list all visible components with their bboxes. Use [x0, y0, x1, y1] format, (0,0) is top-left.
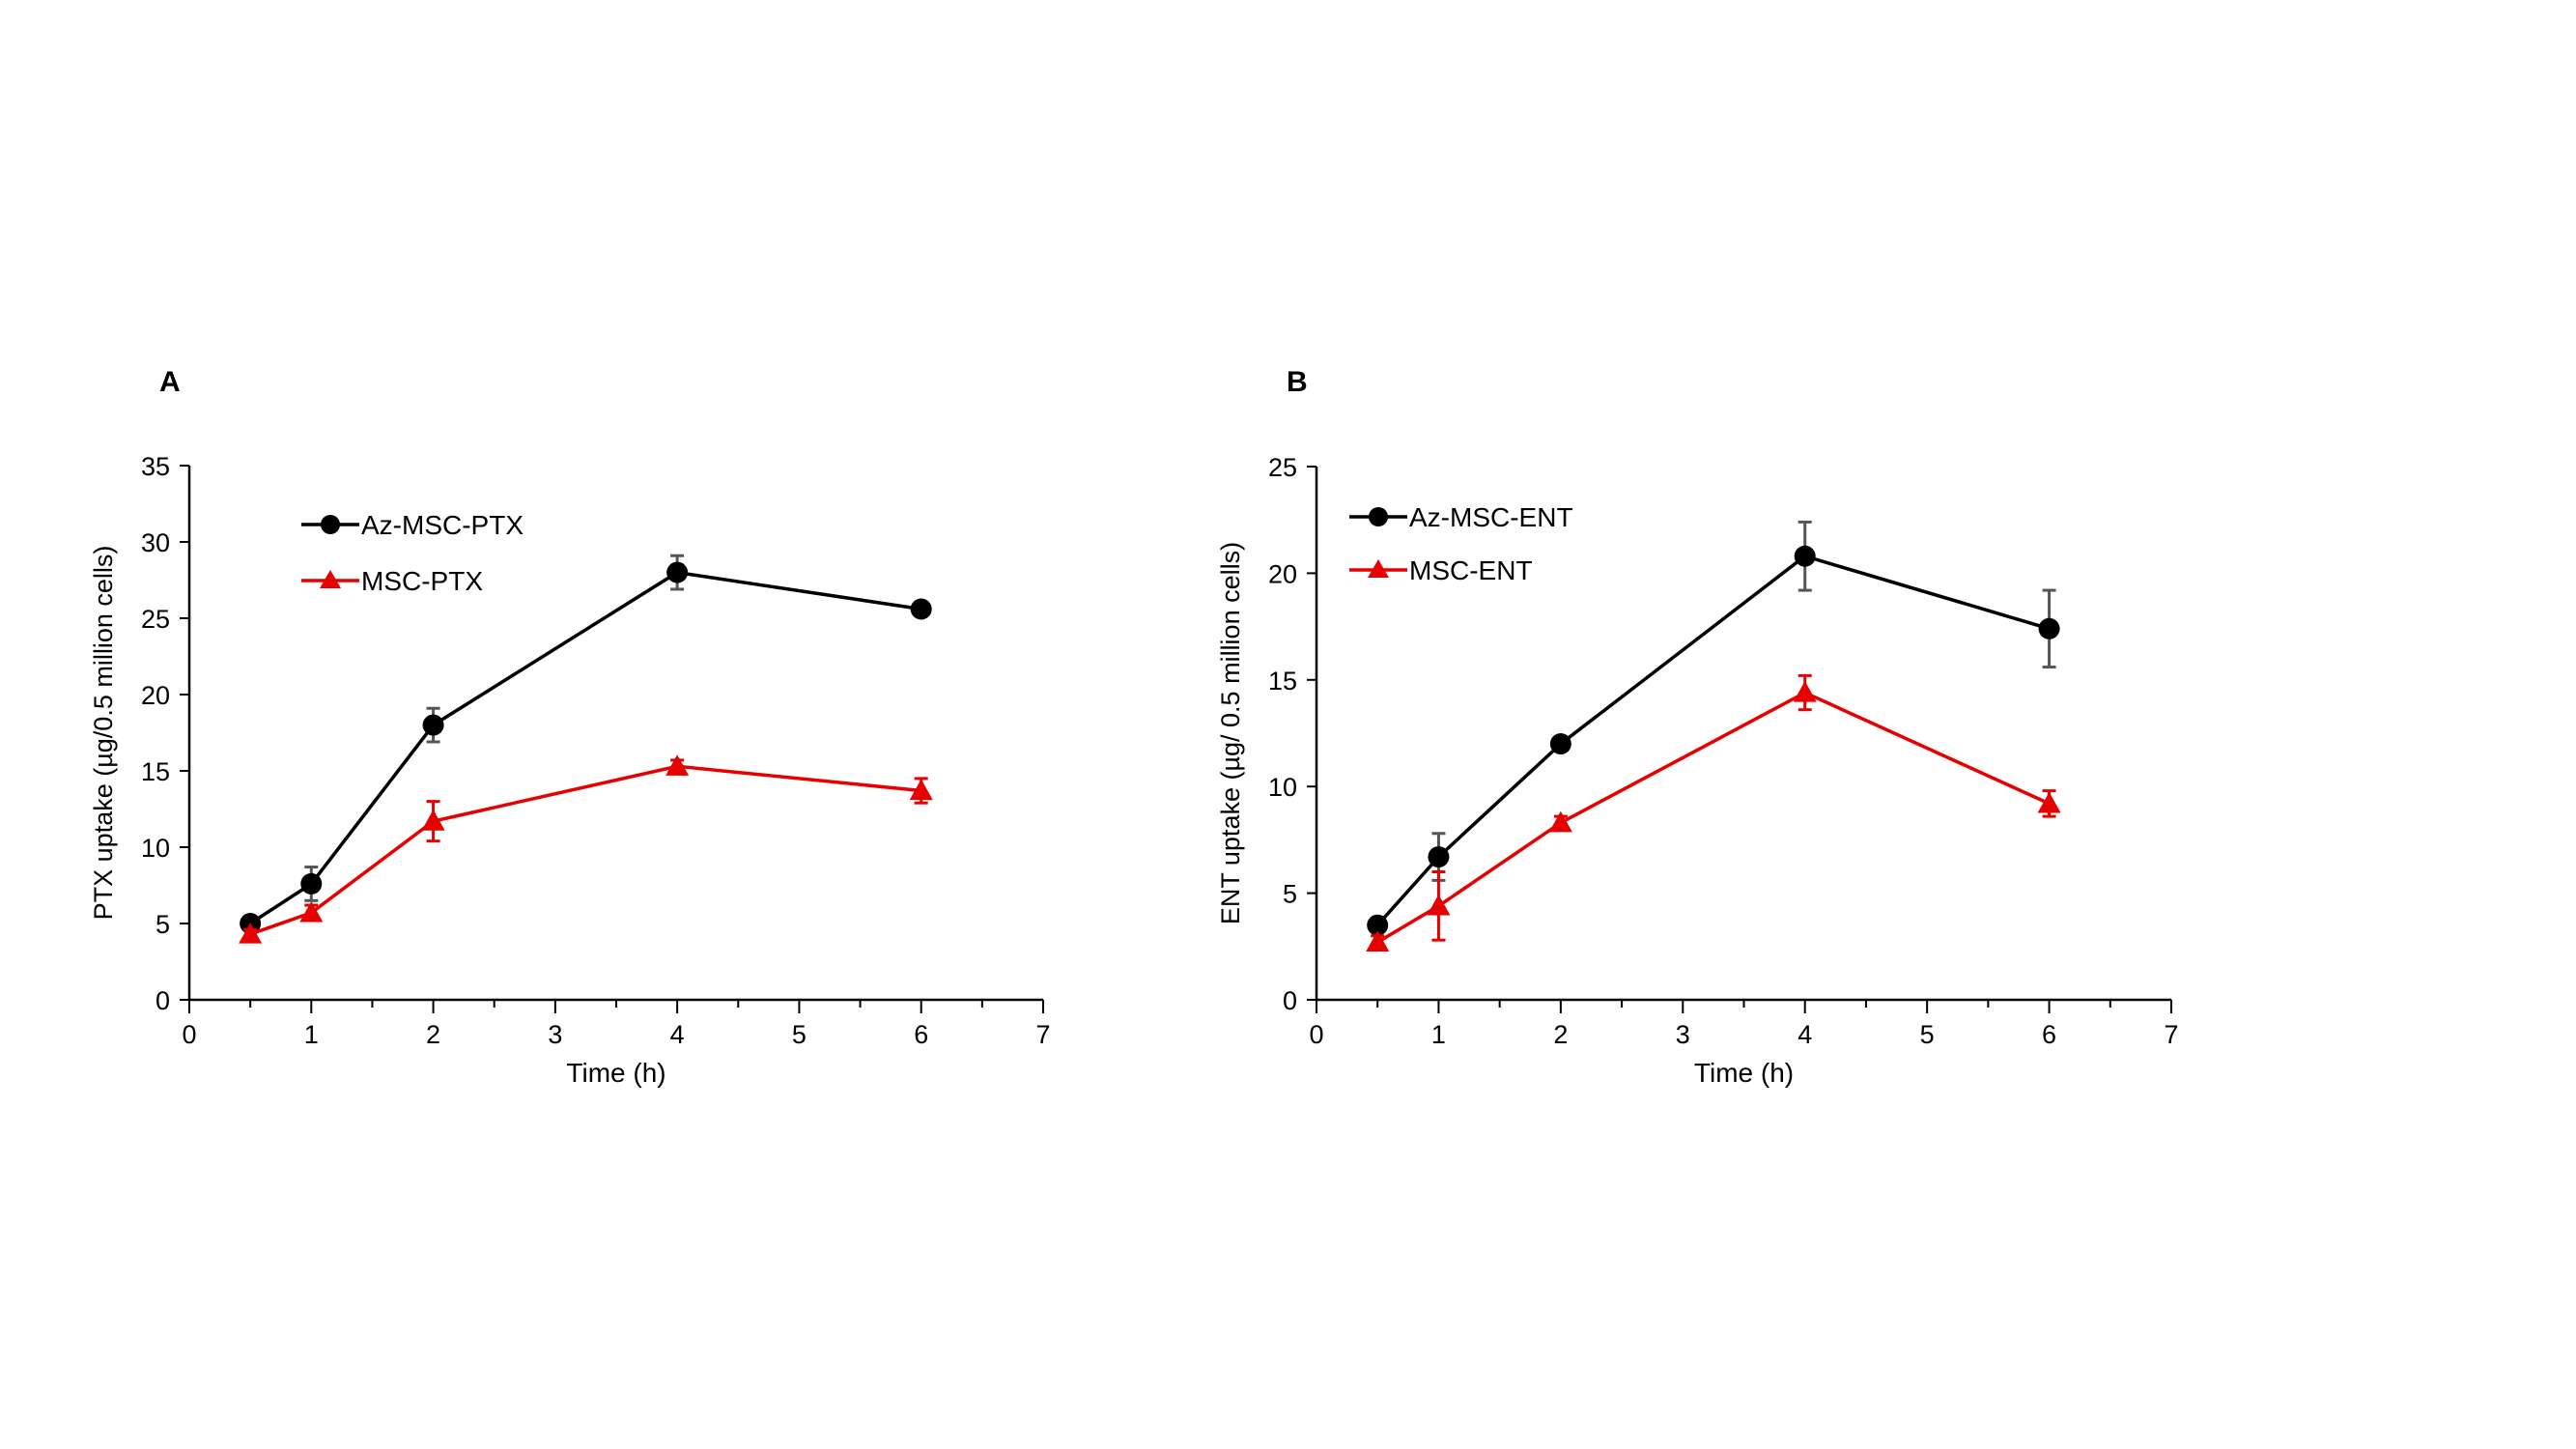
y-tick-label: 20 [141, 681, 170, 710]
data-point [1366, 930, 1390, 952]
y-tick-label: 20 [1268, 559, 1297, 588]
legend-label: MSC-PTX [361, 566, 483, 596]
legend-marker [1368, 559, 1389, 578]
x-tick-label: 2 [1553, 1020, 1568, 1049]
x-tick-label: 3 [548, 1020, 562, 1049]
series-line [1376, 691, 2051, 944]
data-point [1427, 894, 1451, 916]
data-point [2038, 617, 2060, 639]
data-point [909, 779, 933, 801]
data-point [910, 598, 932, 620]
data-point [300, 872, 323, 895]
data-point [239, 923, 263, 944]
data-point [1548, 810, 1572, 833]
x-tick-label: 7 [1035, 1020, 1050, 1049]
y-tick-label: 15 [1268, 667, 1297, 696]
x-tick-label: 2 [426, 1020, 440, 1049]
series-line [249, 570, 921, 925]
panel-a: A 0 5 10 15 20 25 30 35 0 1 2 3 4 5 6 7 Time (h) PTX uptak… [89, 366, 1051, 1088]
x-tick-label: 3 [1676, 1020, 1690, 1049]
y-tick-label: 10 [141, 834, 170, 863]
data-point [666, 561, 689, 583]
data-point [299, 900, 324, 923]
legend-marker [1369, 507, 1388, 526]
data-point [1367, 914, 1389, 936]
y-tick-label: 5 [156, 910, 170, 939]
x-tick-label: 5 [1920, 1020, 1935, 1049]
data-point [665, 754, 690, 776]
data-point [1793, 681, 1817, 702]
x-tick-label: 6 [2042, 1020, 2056, 1049]
x-tick-label: 7 [2164, 1020, 2178, 1049]
y-tick-label: 10 [1268, 773, 1297, 802]
panel-label: A [159, 366, 181, 398]
x-tick-label: 1 [1431, 1020, 1446, 1049]
y-tick-label: 35 [141, 452, 170, 481]
x-tick-label: 4 [1798, 1020, 1812, 1049]
x-tick-label: 0 [182, 1020, 196, 1049]
data-point [422, 714, 444, 736]
y-axis-title: ENT uptake (µg/ 0.5 million cells) [1216, 542, 1245, 924]
y-tick-label: 15 [141, 757, 170, 786]
panel-b: B 0 5 10 15 20 25 0 1 2 3 4 5 6 7 Time (h) ENT uptake (µ… [1216, 366, 2179, 1088]
legend-label: MSC-ENT [1409, 555, 1533, 585]
legend-label: Az-MSC-ENT [1409, 502, 1573, 532]
legend-marker [321, 515, 340, 534]
x-axis-title: Time (h) [1694, 1058, 1794, 1088]
data-point [421, 810, 445, 831]
x-tick-label: 1 [304, 1020, 319, 1049]
y-tick-label: 5 [1283, 880, 1297, 909]
x-tick-label: 5 [792, 1020, 807, 1049]
data-point [1428, 846, 1450, 868]
y-tick-label: 30 [141, 528, 170, 557]
x-tick-label: 6 [914, 1020, 928, 1049]
x-tick-label: 4 [670, 1020, 685, 1049]
y-tick-label: 25 [141, 605, 170, 634]
legend-marker [320, 570, 341, 588]
x-tick-label: 0 [1309, 1020, 1323, 1049]
y-axis-title: PTX uptake (µg/0.5 million cells) [89, 546, 118, 921]
series-line [249, 764, 921, 936]
y-tick-label: 0 [1283, 986, 1297, 1015]
legend-label: Az-MSC-PTX [361, 510, 524, 540]
data-point [1549, 733, 1571, 755]
y-tick-label: 0 [156, 986, 170, 1015]
x-axis-title: Time (h) [566, 1058, 665, 1088]
data-point [2037, 791, 2061, 813]
data-point [1794, 545, 1816, 567]
y-tick-label: 25 [1268, 453, 1297, 482]
panel-label: B [1287, 366, 1308, 398]
